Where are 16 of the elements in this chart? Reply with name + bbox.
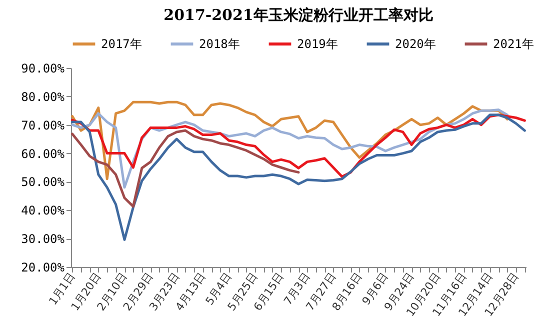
legend-label: 2019年: [297, 37, 338, 51]
line-series: [71, 114, 526, 241]
line-series: [71, 129, 300, 208]
y-tick-label: 70.00%: [21, 118, 66, 132]
legend-label: 2018年: [199, 37, 240, 51]
y-tick-label: 30.00%: [21, 232, 66, 246]
legend-label: 2021年: [493, 37, 534, 51]
y-tick-label: 50.00%: [21, 175, 66, 190]
y-tick-label: 40.00%: [21, 204, 66, 218]
y-tick-label: 60.00%: [21, 146, 66, 161]
chart-title: 2017-2021年玉米淀粉行业开工率对比: [164, 6, 434, 24]
legend-label: 2017年: [101, 37, 142, 51]
legend-label: 2020年: [395, 37, 436, 51]
y-tick-label: 80.00%: [21, 90, 66, 104]
y-tick-label: 20.00%: [21, 260, 66, 274]
y-tick-label: 90.00%: [21, 62, 66, 76]
